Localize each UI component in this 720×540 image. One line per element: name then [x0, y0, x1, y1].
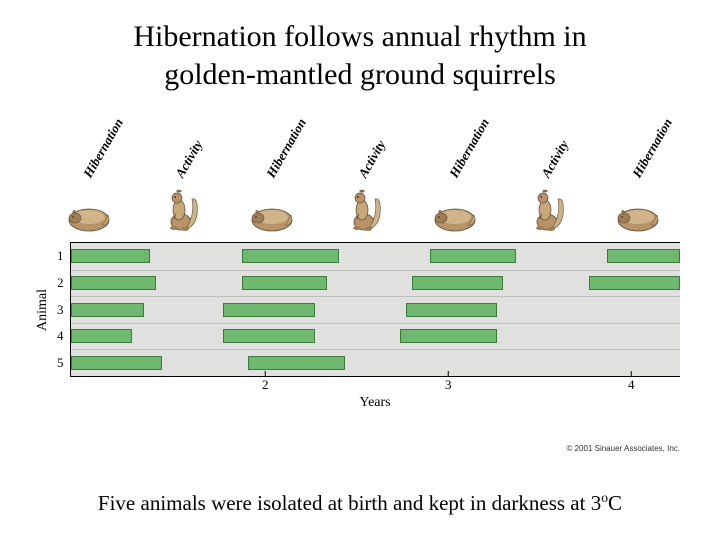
x-tick: 4	[628, 377, 635, 393]
x-axis: Years 234	[70, 377, 680, 407]
phase-label: Activity	[538, 138, 572, 181]
x-tick: 2	[262, 377, 269, 393]
squirrel-curled-icon	[614, 200, 660, 237]
phase-label: Activity	[172, 138, 206, 181]
caption-pre: Five animals were isolated at birth and …	[98, 491, 601, 515]
y-tick: 1	[57, 248, 64, 264]
y-tick: 4	[57, 328, 64, 344]
caption: Five animals were isolated at birth and …	[0, 490, 720, 516]
plot-area: Animal 12345	[70, 242, 680, 377]
hibernation-bar	[412, 276, 503, 290]
hibernation-bar	[430, 249, 515, 263]
squirrel-curled-icon	[65, 200, 111, 237]
hibernation-bar	[248, 356, 345, 370]
phase-label: Hibernation	[80, 116, 127, 181]
y-tick: 2	[57, 275, 64, 291]
hibernation-bar	[71, 356, 162, 370]
hibernation-chart: Hibernation Activity Hibernation Activity Hi…	[40, 107, 680, 437]
hibernation-bar	[71, 249, 150, 263]
title-line-2: golden-mantled ground squirrels	[164, 58, 556, 91]
y-axis-label: Animal	[35, 289, 51, 331]
phase-label: Activity	[355, 138, 389, 181]
hibernation-bar	[71, 303, 144, 317]
title-line-1: Hibernation follows annual rhythm in	[133, 20, 586, 53]
x-tick: 3	[445, 377, 452, 393]
hibernation-bar	[406, 303, 497, 317]
page-title: Hibernation follows annual rhythm in gol…	[0, 0, 720, 101]
x-axis-label: Years	[359, 395, 390, 411]
hibernation-bar	[607, 249, 680, 263]
squirrel-curled-icon	[248, 200, 294, 237]
squirrel-curled-icon	[431, 200, 477, 237]
copyright-text: © 2001 Sinauer Associates, Inc.	[566, 444, 680, 453]
hibernation-bar	[242, 249, 339, 263]
hibernation-bar	[589, 276, 680, 290]
phase-label: Hibernation	[629, 116, 676, 181]
y-tick: 5	[57, 355, 64, 371]
phase-header-row: Hibernation Activity Hibernation Activity Hi…	[70, 107, 680, 237]
squirrel-alert-icon	[525, 188, 567, 237]
hibernation-bar	[242, 276, 327, 290]
hibernation-bar	[400, 329, 497, 343]
hibernation-bar	[223, 329, 314, 343]
caption-post: C	[608, 491, 622, 515]
hibernation-bar	[71, 276, 156, 290]
phase-label: Hibernation	[446, 116, 493, 181]
squirrel-alert-icon	[342, 188, 384, 237]
phase-label: Hibernation	[263, 116, 310, 181]
hibernation-bar	[71, 329, 132, 343]
hibernation-bar	[223, 303, 314, 317]
y-tick: 3	[57, 302, 64, 318]
squirrel-alert-icon	[159, 188, 201, 237]
